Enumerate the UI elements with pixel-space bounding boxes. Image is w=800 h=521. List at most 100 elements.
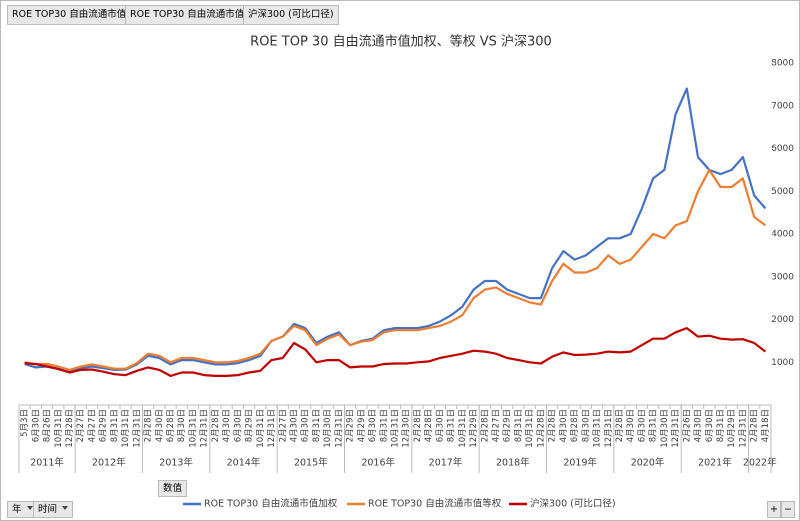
x-tick-label: 8月30日 [177,409,187,442]
year-label: 2018年 [496,457,530,469]
x-tick-label: 8月29日 [245,409,255,442]
x-tick-label: 2月27日 [76,409,86,442]
year-label: 2019年 [563,457,597,469]
x-tick-label: 12月31日 [200,409,210,448]
x-tick-label: 8月31日 [379,409,389,442]
x-tick-label: 2月28日 [211,409,221,442]
x-tick-label: 12月31日 [132,409,142,448]
x-tick-label: 4月27日 [492,409,502,442]
chart-title: ROE TOP 30 自由流通市值加权、等权 VS 沪深300 [250,34,552,50]
year-label: 2016年 [361,457,395,469]
x-tick-label: 10月30日 [323,409,333,448]
x-tick-label: 2月28日 [144,409,154,442]
x-tick-label: 6月30日 [31,409,41,442]
y-tick-label: 1000 [771,358,794,368]
y-tick-label: 4000 [771,230,794,240]
x-tick-label: 4月28日 [424,409,434,442]
x-tick-label: 2月28日 [480,409,490,442]
x-tick-label: 4月30日 [559,409,569,442]
value-button[interactable]: 数值 [158,480,188,497]
x-tick-label: 6月30日 [368,409,378,442]
year-label: 2021年 [698,457,732,469]
series-line [24,327,767,377]
x-tick-label: 10月31日 [121,409,131,448]
x-tick-label: 6月29日 [503,409,513,442]
x-tick-label: 10月31日 [593,409,603,448]
x-tick-label: 4月30日 [155,409,165,442]
x-tick-label: 12月28日 [65,409,75,448]
x-tick-label: 4月30日 [289,409,299,442]
x-tick-label: 10月31日 [188,409,198,448]
x-tick-label: 8月31日 [716,409,726,442]
y-tick-label: 7000 [771,101,794,111]
x-tick-label: 4月30日 [222,409,232,442]
x-tick-label: 12月31日 [604,409,614,448]
x-tick-label: 6月28日 [166,409,176,442]
filter-time[interactable]: 时间 [33,501,74,518]
y-tick-label: 2000 [771,315,794,325]
tab[interactable]: 沪深300 (可比口径) [243,5,339,25]
x-tick-label: 2月28日 [413,409,423,442]
x-tick-label: 10月31日 [54,409,64,448]
x-tick-label: 2月28日 [615,409,625,442]
x-tick-label: 5月3日 [20,409,30,437]
year-label: 2014年 [227,457,261,469]
x-tick-label: 8月31日 [649,409,659,442]
x-tick-label: 10月29日 [727,409,737,448]
series-line [24,87,767,373]
year-label: 2017年 [429,457,463,469]
year-label: 2013年 [159,457,193,469]
x-tick-label: 10月31日 [458,409,468,448]
x-tick-label: 12月31日 [267,409,277,448]
x-tick-label: 2月27日 [278,409,288,442]
year-label: 2015年 [294,457,328,469]
zoom-out[interactable]: − [781,501,795,518]
x-tick-label: 10月30日 [660,409,670,448]
year-label: 2011年 [30,457,64,469]
x-tick-label: 4月30日 [626,409,636,442]
x-tick-label: 6月30日 [637,409,647,442]
year-label: 2012年 [92,457,126,469]
x-tick-label: 8月31日 [447,409,457,442]
legend-label: 沪深300 (可比口径) [530,498,616,510]
x-tick-label: 6月30日 [705,409,715,442]
x-tick-label: 10月31日 [391,409,401,448]
x-tick-label: 4月30日 [694,409,704,442]
series-line [24,168,767,371]
x-tick-label: 2月28日 [548,409,558,442]
x-tick-label: 12月31日 [671,409,681,448]
x-tick-label: 12月31日 [738,409,748,448]
y-tick-label: 6000 [771,144,794,154]
zoom-in[interactable]: + [767,501,781,518]
x-tick-label: 10月31日 [525,409,535,448]
y-tick-label: 3000 [771,272,794,282]
y-tick-label: 5000 [771,187,794,197]
filter-year[interactable]: 年 [7,501,38,518]
x-tick-label: 6月30日 [301,409,311,442]
x-tick-label: 10月31日 [256,409,266,448]
x-tick-label: 6月28日 [570,409,580,442]
x-tick-label: 12月28日 [536,409,546,448]
x-tick-label: 6月30日 [435,409,445,442]
x-tick-label: 4月18日 [761,409,771,442]
legend-label: ROE TOP30 自由流通市值等权 [368,498,502,510]
year-label: 2020年 [631,457,665,469]
x-tick-label: 2月29日 [346,409,356,442]
x-tick-label: 8月31日 [110,409,120,442]
y-tick-label: 8000 [771,59,794,69]
legend-label: ROE TOP30 自由流通市值加权 [204,498,338,510]
x-tick-label: 12月30日 [402,409,412,448]
x-tick-label: 8月31日 [312,409,322,442]
x-tick-label: 12月29日 [469,409,479,448]
x-tick-label: 4月27日 [87,409,97,442]
x-tick-label: 4月29日 [357,409,367,442]
x-tick-label: 6月30日 [233,409,243,442]
x-tick-label: 8月30日 [581,409,591,442]
x-tick-label: 2月26日 [682,409,692,442]
x-tick-label: 6月29日 [99,409,109,442]
x-tick-label: 2月28日 [750,409,760,442]
x-tick-label: 8月31日 [514,409,524,442]
x-tick-label: 12月31日 [334,409,344,448]
